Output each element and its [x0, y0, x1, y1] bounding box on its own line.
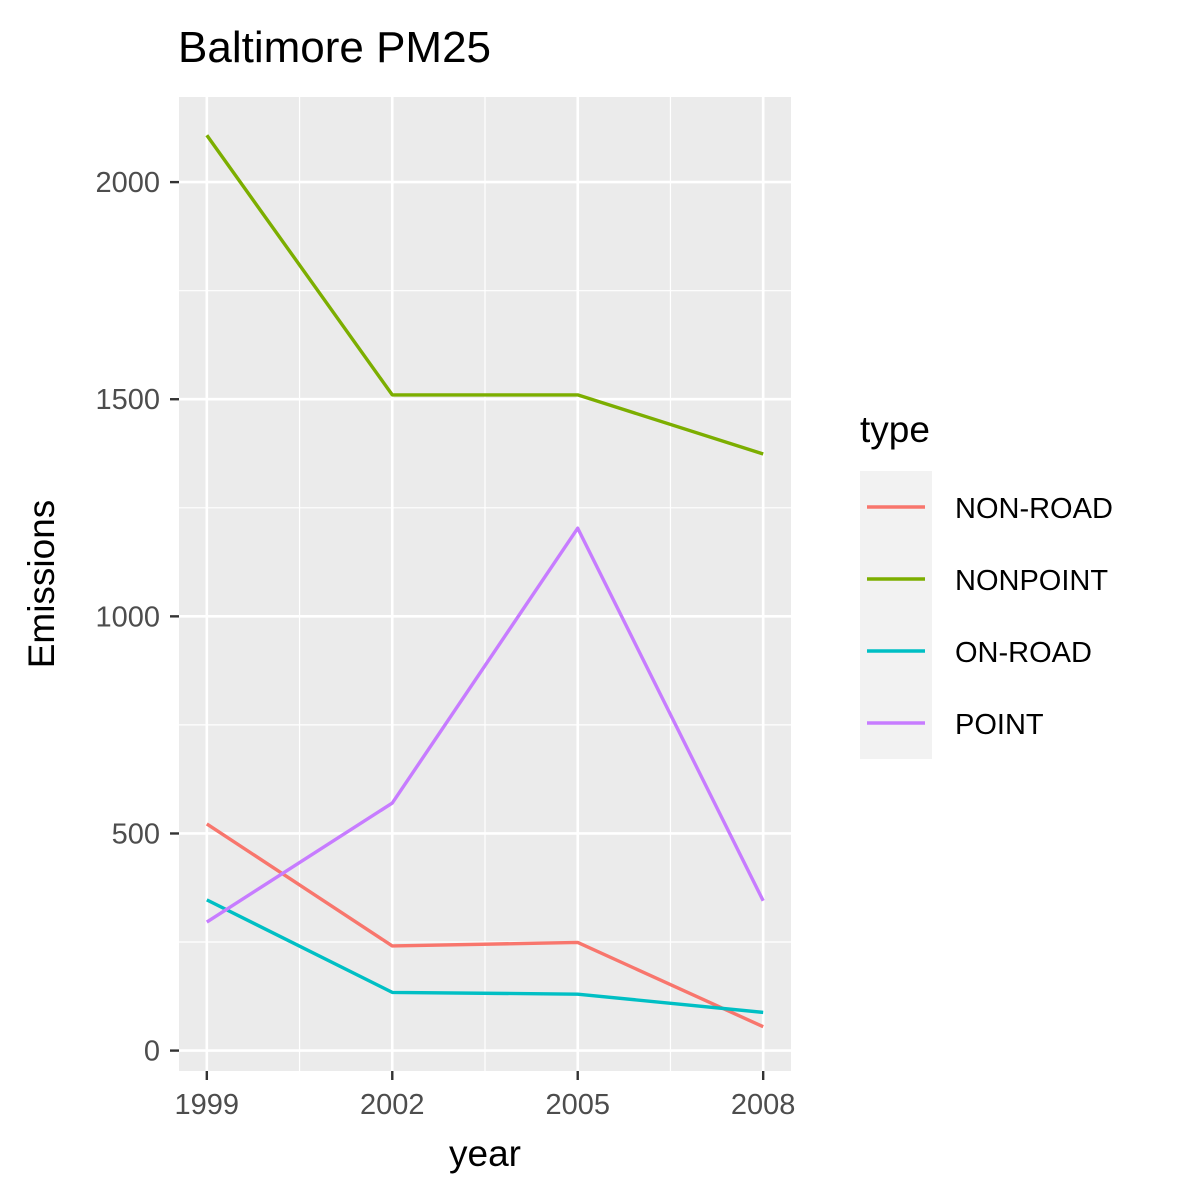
minor-gridlines: [179, 97, 791, 1071]
legend: type NON-ROAD NONPOINT ON-ROAD POINT: [860, 409, 1113, 759]
y-tick-label: 1500: [95, 384, 160, 416]
y-tick-label: 2000: [95, 167, 160, 199]
legend-label-on-road: ON-ROAD: [955, 637, 1092, 669]
x-tick-label: 1999: [175, 1089, 240, 1121]
legend-label-nonpoint: NONPOINT: [955, 565, 1108, 597]
legend-title: type: [860, 409, 930, 450]
x-tick-label: 2008: [731, 1089, 796, 1121]
y-tick-label: 1000: [95, 601, 160, 633]
chart-title: Baltimore PM25: [178, 23, 491, 72]
x-tick-label: 2005: [545, 1089, 610, 1121]
series-line-on-road: [206, 898, 764, 1015]
legend-label-non-road: NON-ROAD: [955, 493, 1113, 525]
series-line-nonpoint: [205, 134, 764, 456]
y-axis: 0 500 1000 1500 2000: [95, 167, 179, 1068]
y-tick-label: 500: [112, 818, 160, 850]
y-axis-title: Emissions: [21, 500, 62, 669]
x-axis-title: year: [449, 1133, 521, 1174]
legend-items: NON-ROAD NONPOINT ON-ROAD POINT: [867, 493, 1113, 741]
legend-key-background: [860, 471, 932, 759]
y-tick-label: 0: [144, 1036, 160, 1068]
x-tick-label: 2002: [360, 1089, 425, 1121]
series-line-non-road: [205, 822, 764, 1029]
legend-label-point: POINT: [955, 709, 1044, 741]
series-lines: [205, 134, 765, 1029]
series-line-point: [205, 526, 765, 924]
major-gridlines: [179, 97, 791, 1071]
x-axis: 1999 2002 2005 2008: [175, 1071, 796, 1121]
